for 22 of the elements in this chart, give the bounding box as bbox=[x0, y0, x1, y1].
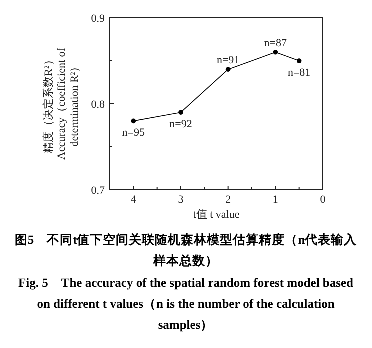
annotation: n=95 bbox=[122, 127, 146, 140]
y-tick-label: 0.7 bbox=[91, 185, 106, 197]
x-tick-label: 3 bbox=[178, 194, 184, 206]
annotation: n=92 bbox=[170, 118, 192, 131]
y-tick-label: 0.8 bbox=[91, 99, 106, 111]
point bbox=[178, 110, 184, 115]
point bbox=[296, 58, 302, 64]
annotation: n=91 bbox=[216, 54, 240, 67]
x-tick-label: 1 bbox=[272, 194, 278, 206]
text: Fig. 5 The accuracy of the spatial random forest model based on different t values（n is the number of the calculation samples） bbox=[18, 276, 354, 332]
annotation: n=81 bbox=[288, 67, 311, 79]
text: 图5 不同t值下空间关联随机森林模型估算精度（n代表输入样本总数） bbox=[14, 232, 358, 268]
x-tick-label: 2 bbox=[226, 194, 232, 206]
point bbox=[226, 67, 231, 72]
y-tick-label: 0.9 bbox=[91, 13, 106, 25]
x-tick-label: 0 bbox=[320, 194, 326, 206]
point bbox=[273, 50, 278, 55]
point bbox=[131, 118, 136, 124]
annotation: n=87 bbox=[264, 37, 288, 50]
x-tick-label: 4 bbox=[130, 194, 137, 206]
x-axis-title: t值 t value bbox=[193, 209, 240, 221]
y-axis-title: 精度（决定系数R²） Accuracy（coefficient of determination R²） bbox=[42, 48, 81, 160]
